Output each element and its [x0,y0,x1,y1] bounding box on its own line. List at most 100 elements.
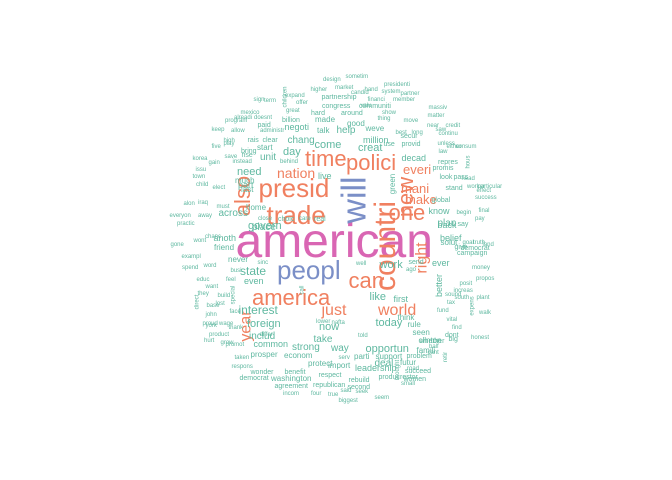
cloud-word-behind: behind [280,159,299,165]
cloud-word-benefit: benefit [284,368,306,376]
cloud-word-cant: cant [427,350,439,356]
cloud-word-said: said [340,388,352,394]
cloud-word-congress: congress [322,102,351,110]
cloud-word-true: true [328,392,339,398]
cloud-word-washington: washington [271,374,312,383]
cloud-word-candid: candid [351,90,369,96]
cloud-word-secur: secur [400,132,418,140]
cloud-word-peopl: peopl [277,255,341,285]
cloud-word-four: four [311,391,322,397]
cloud-word-expens: expens [469,296,476,316]
cloud-word-seen: seen [412,328,430,337]
cloud-word-way: way [331,343,349,354]
cloud-word-succeed: succeed [405,367,432,375]
cloud-word-design: design [323,77,341,83]
cloud-word-serv: serv [338,355,350,361]
cloud-word-foreign: foreign [247,317,281,330]
cloud-word-everi: everi [403,161,432,177]
cloud-word-they: they [197,291,209,297]
cloud-word-south: south [454,295,470,301]
cloud-word-special: special [229,285,236,305]
cloud-word-town: town [192,174,206,180]
cloud-word-half: half [429,344,439,350]
cloud-word-includ: includ [249,331,276,342]
cloud-word-futur: futur [400,358,417,367]
cloud-word-issu: issu [195,167,207,173]
cloud-word-system: system [381,89,401,95]
cloud-word-campaign: campaign [457,249,488,257]
cloud-word-talk: talk [317,126,330,135]
cloud-word-common: common [253,338,289,349]
cloud-word-now: now [319,320,340,333]
cloud-word-must: must [216,204,230,210]
cloud-word-help: help [336,125,356,136]
cloud-word-use: use [383,140,395,148]
cloud-word-great: great [286,108,300,114]
cloud-word-like: like [369,290,387,303]
cloud-word-choic: choic [278,215,295,223]
cloud-word-start: start [257,143,273,152]
cloud-word-saw: saw [435,127,447,133]
cloud-word-stand: stand [445,184,463,192]
cloud-word-respect: respect [318,371,342,379]
cloud-word-posit: posit [459,281,473,287]
cloud-word-whether: whether [419,337,445,345]
cloud-word-million: million [363,134,389,145]
cloud-word-chang: chang [287,135,315,146]
cloud-word-clinton: clinton [418,336,442,345]
cloud-word-even: even [244,275,264,286]
cloud-word-prosper: prosper [250,350,278,359]
cloud-word-better: better [433,273,444,297]
cloud-word-belief: belief [440,232,462,243]
cloud-word-can: can [348,268,384,293]
cloud-word-land: land [482,242,494,248]
cloud-word-american: american [235,215,433,268]
cloud-word-near: near [427,123,440,129]
cloud-word-rule: rule [407,320,421,329]
cloud-word-unless: unless [437,141,455,147]
cloud-word-small: small [401,381,416,387]
cloud-word-live: live [318,170,332,181]
cloud-word-famili: famili [416,346,436,355]
cloud-word-mani: mani [401,180,430,196]
cloud-word-instead: instead [232,159,252,165]
cloud-word-massiv: massiv [428,105,448,111]
cloud-word-place: place [252,222,276,233]
cloud-word-allow: allow [231,128,245,134]
cloud-word-biggest: biggest [338,398,358,404]
cloud-word-good: good [347,119,365,128]
cloud-word-offer: offer [296,100,308,106]
cloud-word-promot: promot [225,342,245,348]
cloud-word-base: base [206,303,220,309]
cloud-word-program: program [225,118,248,124]
cloud-word-build: build [217,293,231,299]
cloud-word-propos: propos [476,276,495,282]
cloud-word-provid: provid [401,140,421,148]
cloud-word-parti: parti [354,352,370,361]
cloud-word-home: home [246,203,267,212]
cloud-word-last: last [241,185,254,194]
cloud-word-john: john [205,312,217,318]
cloud-word-made: made [315,115,336,124]
cloud-word-sound: sound [445,292,462,298]
cloud-word-big: big [448,335,458,343]
cloud-word-communiti: communiti [359,102,391,110]
cloud-word-first: first [393,293,409,304]
cloud-word-final: final [478,208,490,214]
cloud-word-long: long [411,130,423,136]
cloud-word-give: give [454,243,468,251]
cloud-word-part: part [238,179,254,190]
cloud-word-plan: plan [437,218,457,229]
cloud-word-high: high [223,138,235,144]
cloud-word-presidenti: presidenti [384,82,411,88]
cloud-word-honest: honest [471,335,490,341]
cloud-word-expand: expand [285,93,305,99]
cloud-word-work: work [379,258,403,271]
cloud-word-make: make [405,191,437,207]
cloud-word-state: state [240,264,267,278]
cloud-word-just: just [321,302,347,319]
cloud-word-money: money [472,265,491,271]
cloud-word-call: call [299,285,306,295]
cloud-word-product: product [209,332,230,338]
cloud-word-matter: matter [427,113,445,119]
